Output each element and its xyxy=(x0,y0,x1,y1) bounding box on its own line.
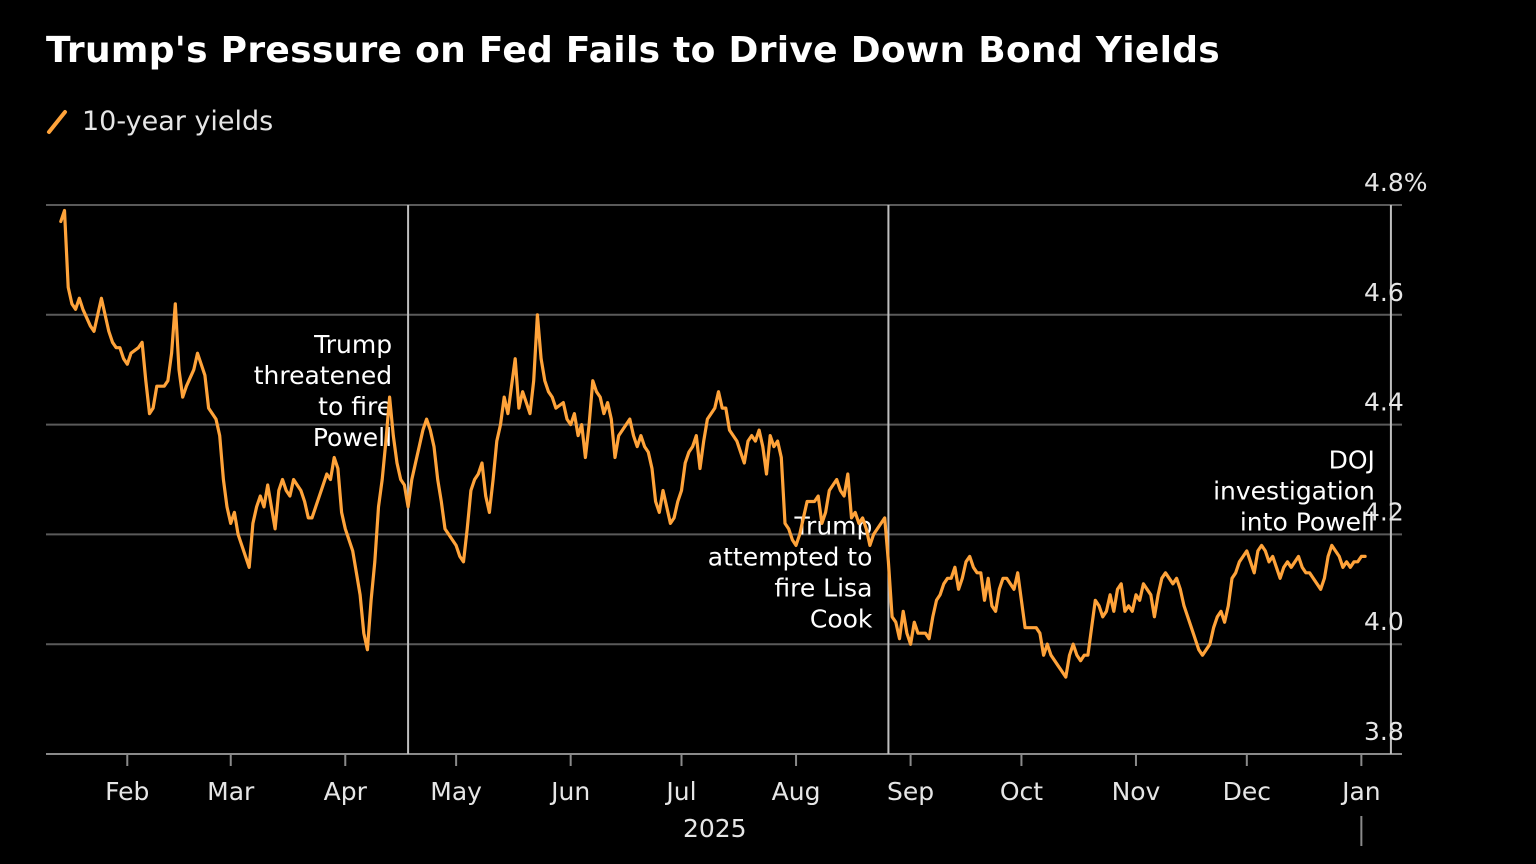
chart-title: Trump's Pressure on Fed Fails to Drive D… xyxy=(46,30,1221,71)
y-tick-label: 4.6 xyxy=(1364,278,1404,307)
x-tick-label: May xyxy=(430,777,482,806)
event-annotation-line: Trump xyxy=(313,330,392,359)
event-annotation-line: Trump xyxy=(793,511,872,540)
y-tick-label: 4.4 xyxy=(1364,388,1404,417)
series-line-10-year-yields xyxy=(59,208,1367,679)
gridlines xyxy=(46,204,1402,755)
y-tick-label: 3.8 xyxy=(1364,717,1404,746)
event-annotation-line: attempted to xyxy=(708,542,873,571)
y-tick-label: 4.0 xyxy=(1364,607,1404,636)
x-tick-label: Dec xyxy=(1223,777,1271,806)
event-annotation-line: Powell xyxy=(313,423,392,452)
x-tick-label: Apr xyxy=(324,777,368,806)
x-tick-label: Mar xyxy=(207,777,255,806)
series-layer xyxy=(59,208,1367,679)
x-tick-label: Nov xyxy=(1112,777,1161,806)
event-annotation-line: to fire xyxy=(318,392,392,421)
event-annotation-line: investigation xyxy=(1213,477,1375,506)
event-annotation-line: DOJ xyxy=(1329,446,1375,475)
legend: 10-year yields xyxy=(46,106,273,137)
x-tick-label: Jun xyxy=(549,777,590,806)
y-tick-label: 4.8% xyxy=(1364,168,1428,197)
event-annotation-line: into Powell xyxy=(1240,508,1375,537)
x-axis: Feb Mar Apr May Jun Jul Aug Sep Oct Nov Dec Jan 2025 xyxy=(105,754,1381,846)
x-tick-label: Feb xyxy=(105,777,149,806)
event-annotation-line: threatened xyxy=(254,361,392,390)
event-annotation-line: Cook xyxy=(810,604,873,633)
x-tick-label: Jul xyxy=(664,777,696,806)
y-tick-label: 4.2 xyxy=(1364,497,1404,526)
line-swatch-icon xyxy=(47,109,67,134)
x-tick-label: Jan xyxy=(1340,777,1381,806)
year-label: 2025 xyxy=(683,814,747,843)
event-annotation-line: fire Lisa xyxy=(774,573,872,602)
x-tick-label: Oct xyxy=(1000,777,1043,806)
y-axis: 4.8% 4.6 4.4 4.2 4.0 3.8 xyxy=(1364,168,1428,746)
x-tick-label: Sep xyxy=(887,777,934,806)
legend-label: 10-year yields xyxy=(82,106,274,137)
x-tick-label: Aug xyxy=(772,777,821,806)
